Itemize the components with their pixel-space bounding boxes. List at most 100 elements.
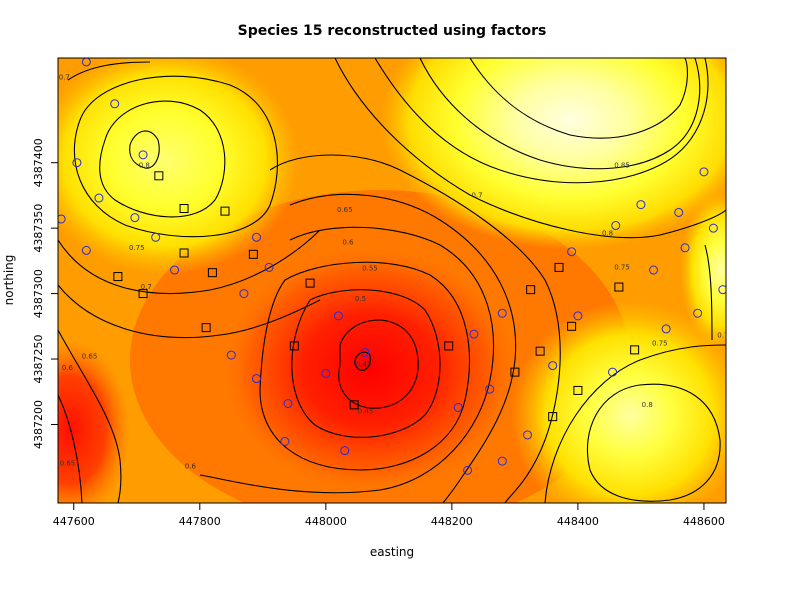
contour-line bbox=[199, 226, 495, 494]
contour-line bbox=[354, 351, 371, 371]
x-tick-label: 447800 bbox=[179, 515, 221, 528]
sample-square-point bbox=[138, 289, 148, 299]
sample-square-point bbox=[510, 367, 520, 377]
sample-square-point bbox=[526, 285, 536, 295]
contour-label: 0.6 bbox=[342, 239, 354, 247]
contour-line bbox=[73, 75, 278, 238]
sample-circle-point bbox=[340, 446, 350, 456]
x-tick-label: 448400 bbox=[557, 515, 599, 528]
sample-circle-point bbox=[170, 265, 180, 275]
y-tick-label: 4387200 bbox=[32, 400, 45, 449]
sample-square-point bbox=[444, 341, 454, 351]
y-tick-label: 4387300 bbox=[32, 269, 45, 318]
heatmap-yellow-right-edge bbox=[680, 190, 726, 350]
sample-circle-point bbox=[548, 361, 558, 371]
y-tick-label: 4387400 bbox=[32, 138, 45, 187]
contour-label: 0.65 bbox=[337, 206, 353, 214]
contour-label: 0.75 bbox=[129, 244, 145, 252]
sample-square-point bbox=[573, 385, 583, 395]
contour-line bbox=[58, 284, 321, 339]
contour-line bbox=[334, 58, 726, 239]
sample-square-point bbox=[554, 262, 564, 272]
contour-label: 0.8 bbox=[642, 401, 653, 409]
sample-circle-point bbox=[674, 207, 684, 217]
heatmap-red-center bbox=[220, 245, 520, 495]
sample-square-point bbox=[614, 282, 624, 292]
contour-line bbox=[289, 193, 517, 503]
contour-label: 0.65 bbox=[60, 460, 76, 468]
y-tick-label: 4387350 bbox=[32, 204, 45, 253]
contour-line bbox=[67, 61, 151, 81]
sample-circle-point bbox=[708, 223, 718, 233]
contour-line bbox=[374, 58, 709, 184]
contour-label: 0.8 bbox=[602, 229, 613, 237]
sample-square-point bbox=[248, 249, 258, 259]
sample-square-point bbox=[630, 345, 640, 355]
y-axis-label: northing bbox=[2, 255, 16, 306]
sample-circle-point bbox=[680, 243, 690, 253]
contour-label: 0.75 bbox=[614, 263, 630, 271]
sample-circle-point bbox=[485, 384, 495, 394]
heatmap-yellow-top-right bbox=[380, 58, 726, 250]
x-tick-label: 448600 bbox=[683, 515, 725, 528]
x-tick-label: 448000 bbox=[305, 515, 347, 528]
sample-circle-point bbox=[693, 308, 703, 318]
sample-circle-point bbox=[81, 245, 91, 255]
sample-square-point bbox=[305, 278, 315, 288]
sample-circle-point bbox=[321, 368, 331, 378]
contour-label: 0.75 bbox=[652, 339, 668, 347]
contour-label: 0.55 bbox=[362, 265, 378, 273]
sample-square-point bbox=[567, 321, 577, 331]
sample-circle-point bbox=[469, 329, 479, 339]
plot-area: 0.7 0.8 0.75 0.7 0.65 0.6 0.65 0.6 0.65 0.6 0.55 0.… bbox=[58, 58, 728, 503]
contour-line bbox=[469, 58, 688, 139]
contour-line bbox=[269, 154, 561, 503]
sample-square-point bbox=[207, 268, 217, 278]
sample-square-point bbox=[179, 204, 189, 214]
sample-circle-point bbox=[522, 430, 532, 440]
sample-circle-point bbox=[138, 150, 148, 160]
sample-circle-point bbox=[283, 399, 293, 409]
contour-line bbox=[544, 344, 726, 503]
sample-square-point bbox=[201, 323, 211, 333]
sample-circle-point bbox=[151, 232, 161, 242]
contour-line bbox=[704, 244, 713, 341]
contour-label: 0.45 bbox=[358, 407, 374, 415]
contour-label: 0.7 bbox=[141, 283, 152, 291]
sample-circle-point bbox=[226, 350, 236, 360]
contour-label: 0.8 bbox=[139, 161, 150, 169]
contour-line bbox=[58, 229, 321, 295]
sample-circle-point bbox=[636, 200, 646, 210]
contour-line bbox=[291, 289, 441, 438]
contour-lines bbox=[58, 58, 726, 503]
sample-circle-point bbox=[573, 311, 583, 321]
sample-circle-point bbox=[81, 58, 91, 67]
contour-line bbox=[58, 394, 83, 503]
sample-circle-point bbox=[497, 308, 507, 318]
sample-circle-point bbox=[608, 367, 618, 377]
contour-labels: 0.7 0.8 0.75 0.7 0.65 0.6 0.65 0.6 0.65 0.6 0.55 0.… bbox=[59, 74, 728, 471]
y-tick-label: 4387250 bbox=[32, 335, 45, 384]
sample-circle-point bbox=[360, 347, 370, 357]
contour-line bbox=[419, 58, 701, 170]
sample-circle-point bbox=[611, 221, 621, 231]
sample-square-point bbox=[548, 412, 558, 422]
sample-circle-point bbox=[58, 214, 66, 224]
heatmap-yellow-top-left bbox=[58, 58, 300, 275]
contour-line bbox=[129, 130, 160, 169]
contour-line bbox=[99, 100, 226, 218]
x-axis: 447600 447800 448000 448200 448400 448600 bbox=[53, 502, 725, 528]
x-tick-label: 448200 bbox=[431, 515, 473, 528]
square-points bbox=[113, 171, 640, 422]
sample-circle-point bbox=[94, 193, 104, 203]
sample-circle-point bbox=[239, 289, 249, 299]
sample-circle-point bbox=[649, 265, 659, 275]
contour-label: 0.7 bbox=[717, 331, 728, 339]
contour-label: 0.7 bbox=[59, 74, 70, 82]
sample-circle-point bbox=[718, 285, 726, 295]
sample-square-point bbox=[289, 341, 299, 351]
sample-circle-point bbox=[497, 456, 507, 466]
sample-circle-point bbox=[699, 167, 709, 177]
sample-circle-point bbox=[252, 232, 262, 242]
